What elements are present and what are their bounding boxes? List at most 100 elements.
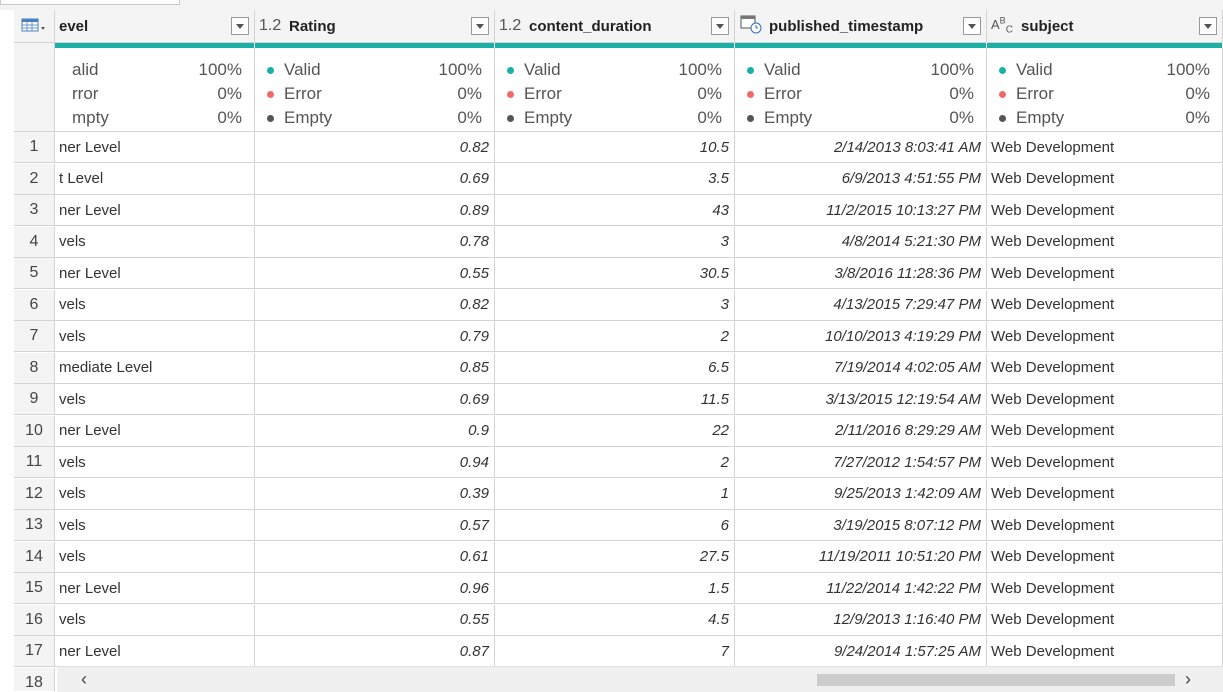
chevron-down-icon[interactable] — [963, 17, 981, 35]
row-number[interactable]: 13 — [14, 510, 55, 541]
table-cell-subject[interactable]: Web Development — [987, 510, 1223, 541]
table-cell-level[interactable]: vels — [55, 289, 255, 321]
table-cell-rating[interactable]: 0.9 — [255, 415, 495, 447]
table-cell-level[interactable]: vels — [55, 604, 255, 636]
table-cell-level[interactable]: vels — [55, 478, 255, 510]
table-cell-rating[interactable]: 0.55 — [255, 258, 495, 289]
table-cell-duration[interactable]: 6 — [495, 510, 735, 541]
table-cell-subject[interactable]: Web Development — [987, 226, 1223, 258]
table-cell-subject[interactable]: Web Development — [987, 541, 1223, 573]
table-cell-ts[interactable]: 7/19/2014 4:02:05 AM — [735, 352, 987, 384]
table-cell-ts[interactable]: 3/19/2015 8:07:12 PM — [735, 510, 987, 541]
table-cell-duration[interactable]: 43 — [495, 195, 735, 226]
table-cell-subject[interactable]: Web Development — [987, 321, 1223, 352]
table-cell-ts[interactable]: 4/8/2014 5:21:30 PM — [735, 226, 987, 258]
table-cell-level[interactable]: vels — [55, 321, 255, 352]
table-cell-duration[interactable]: 27.5 — [495, 541, 735, 573]
table-cell-level[interactable]: ner Level — [55, 415, 255, 447]
table-cell-ts[interactable]: 3/8/2016 11:28:36 PM — [735, 258, 987, 289]
decimal-type-icon[interactable]: 1.2 — [259, 17, 282, 34]
chevron-down-icon[interactable] — [711, 17, 729, 35]
text-type-icon[interactable]: ABC — [991, 16, 1013, 36]
table-cell-subject[interactable]: Web Development — [987, 604, 1223, 636]
column-header-5[interactable]: ABC subject — [987, 10, 1223, 43]
table-cell-rating[interactable]: 0.89 — [255, 195, 495, 226]
column-header-1[interactable]: evel — [55, 10, 255, 43]
table-cell-level[interactable]: ner Level — [55, 132, 255, 163]
table-cell-rating[interactable]: 0.69 — [255, 384, 495, 415]
table-cell-duration[interactable]: 3 — [495, 226, 735, 258]
chevron-down-icon[interactable] — [471, 17, 489, 35]
table-cell-ts[interactable]: 9/25/2013 1:42:09 AM — [735, 478, 987, 510]
table-cell-subject[interactable]: Web Development — [987, 258, 1223, 289]
table-cell-level[interactable]: ner Level — [55, 573, 255, 604]
chevron-down-icon[interactable] — [1199, 17, 1217, 35]
table-cell-subject[interactable]: Web Development — [987, 447, 1223, 478]
table-cell-level[interactable]: vels — [55, 510, 255, 541]
table-cell-duration[interactable]: 10.5 — [495, 132, 735, 163]
row-number[interactable]: 16 — [14, 604, 55, 636]
table-cell-subject[interactable]: Web Development — [987, 352, 1223, 384]
row-number[interactable]: 18 — [14, 667, 55, 691]
table-cell-ts[interactable]: 3/13/2015 12:19:54 AM — [735, 384, 987, 415]
table-cell-rating[interactable]: 0.39 — [255, 478, 495, 510]
table-cell-rating[interactable]: 0.94 — [255, 447, 495, 478]
table-cell-ts[interactable]: 2/11/2016 8:29:29 AM — [735, 415, 987, 447]
table-cell-level[interactable]: mediate Level — [55, 352, 255, 384]
table-cell-level[interactable]: ner Level — [55, 636, 255, 667]
row-number[interactable]: 12 — [14, 478, 55, 510]
table-cell-ts[interactable]: 11/19/2011 10:51:20 PM — [735, 541, 987, 573]
row-number[interactable]: 11 — [14, 447, 55, 478]
row-number[interactable]: 8 — [14, 352, 55, 384]
table-cell-subject[interactable]: Web Development — [987, 195, 1223, 226]
table-cell-ts[interactable]: 4/13/2015 7:29:47 PM — [735, 289, 987, 321]
table-cell-ts[interactable]: 6/9/2013 4:51:55 PM — [735, 163, 987, 195]
table-cell-duration[interactable]: 3 — [495, 289, 735, 321]
table-cell-subject[interactable]: Web Development — [987, 132, 1223, 163]
table-cell-duration[interactable]: 2 — [495, 447, 735, 478]
table-cell-level[interactable]: ner Level — [55, 258, 255, 289]
table-cell-rating[interactable]: 0.69 — [255, 163, 495, 195]
table-cell-duration[interactable]: 4.5 — [495, 604, 735, 636]
table-cell-level[interactable]: t Level — [55, 163, 255, 195]
table-cell-level[interactable]: vels — [55, 541, 255, 573]
table-cell-ts[interactable]: 11/22/2014 1:42:22 PM — [735, 573, 987, 604]
row-number[interactable]: 1 — [14, 132, 55, 163]
table-cell-rating[interactable]: 0.78 — [255, 226, 495, 258]
table-cell-ts[interactable]: 2/14/2013 8:03:41 AM — [735, 132, 987, 163]
table-cell-rating[interactable]: 0.82 — [255, 132, 495, 163]
table-cell-level[interactable]: vels — [55, 447, 255, 478]
table-cell-ts[interactable]: 11/2/2015 10:13:27 PM — [735, 195, 987, 226]
table-menu-icon[interactable] — [14, 10, 50, 43]
scroll-left-arrow-icon[interactable]: ‹ — [81, 669, 87, 689]
table-cell-duration[interactable]: 1.5 — [495, 573, 735, 604]
table-cell-rating[interactable]: 0.79 — [255, 321, 495, 352]
row-number[interactable]: 2 — [14, 163, 55, 195]
table-cell-duration[interactable]: 3.5 — [495, 163, 735, 195]
row-number[interactable]: 3 — [14, 195, 55, 226]
table-cell-rating[interactable]: 0.82 — [255, 289, 495, 321]
table-cell-ts[interactable]: 7/27/2012 1:54:57 PM — [735, 447, 987, 478]
table-cell-level[interactable]: vels — [55, 384, 255, 415]
row-number[interactable]: 4 — [14, 226, 55, 258]
table-cell-duration[interactable]: 2 — [495, 321, 735, 352]
table-cell-rating[interactable]: 0.55 — [255, 604, 495, 636]
table-cell-subject[interactable]: Web Development — [987, 384, 1223, 415]
table-cell-ts[interactable]: 9/24/2014 1:57:25 AM — [735, 636, 987, 667]
row-number[interactable]: 14 — [14, 541, 55, 573]
table-cell-duration[interactable]: 7 — [495, 636, 735, 667]
table-cell-duration[interactable]: 22 — [495, 415, 735, 447]
column-header-4[interactable]: published_timestamp — [735, 10, 987, 43]
table-cell-ts[interactable]: 10/10/2013 4:19:29 PM — [735, 321, 987, 352]
table-cell-rating[interactable]: 0.61 — [255, 541, 495, 573]
chevron-down-icon[interactable] — [231, 17, 249, 35]
datetime-type-icon[interactable] — [739, 13, 769, 40]
table-cell-duration[interactable]: 30.5 — [495, 258, 735, 289]
table-cell-rating[interactable]: 0.87 — [255, 636, 495, 667]
table-cell-subject[interactable]: Web Development — [987, 289, 1223, 321]
table-cell-level[interactable]: ner Level — [55, 195, 255, 226]
row-number[interactable]: 7 — [14, 321, 55, 352]
scroll-right-arrow-icon[interactable]: › — [1185, 669, 1191, 689]
column-header-3[interactable]: 1.2 content_duration — [495, 10, 735, 43]
horizontal-scrollbar[interactable]: ‹ › — [57, 666, 1223, 692]
